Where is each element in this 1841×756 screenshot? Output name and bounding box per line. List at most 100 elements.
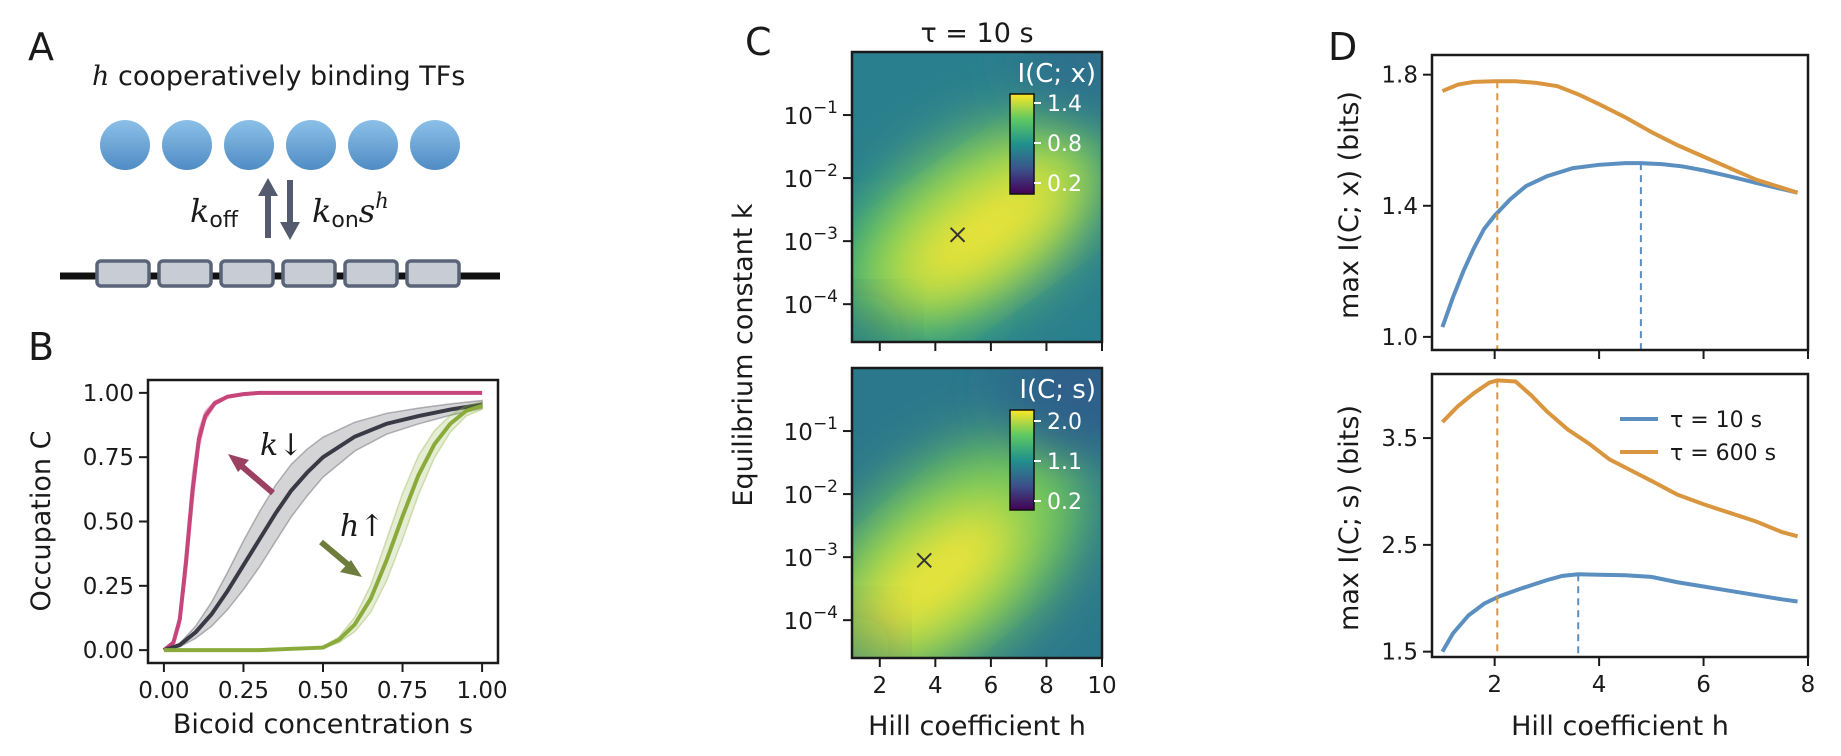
c-y-tick-label: 10−2 [784,161,838,193]
binding-arrowhead [280,222,300,240]
binding-site [343,259,399,288]
k-arrowhead [228,454,249,472]
h-arrow [319,539,354,571]
y-tick-label: 1.00 [83,381,134,407]
heatmap-bottom-frame [850,366,1104,660]
c-x-tick-label: 6 [984,673,999,699]
series-line [1440,161,1799,328]
cb-top-ticklabel-1: 1.4 [1047,92,1082,117]
x-tick-label: 0.00 [138,678,189,704]
h-arrowhead [340,560,362,577]
colorbar-bottom-title: I(C; s) [1019,375,1096,405]
tf-circles [100,120,460,170]
plot-d-bottom-ylabel: max I(C; s) (bits) [1334,405,1365,631]
binding-site [157,259,213,288]
cb-bot-ticklabel-1: 2.0 [1047,410,1082,435]
c-x-tick-label: 2 [872,673,887,699]
kon-label: konsh [312,189,389,233]
plot-b-frame [146,378,500,665]
c-x-tick-label: 10 [1087,673,1116,699]
panel-c: C τ = 10 s I(C; x) 1.4 [728,18,1117,742]
plot-b-xlabel: Bicoid concentration s [173,709,473,740]
optimum-marker [949,227,966,243]
c-y-tick-label: 10−4 [784,603,838,635]
koff-sub: off [209,208,238,233]
panel-a-title: h cooperatively binding TFs [92,61,465,92]
y-tick-label: 2.5 [1381,533,1418,559]
panel-c-ylabel: Equilibrium constant k [728,203,759,507]
k-annotation: k↓ [260,428,303,463]
c-y-tick-label: 10−1 [784,414,838,446]
tf-circle [162,120,212,170]
series-line [163,402,483,653]
tf-circle [348,120,398,170]
plot-b-ylabel: Occupation C [26,431,57,612]
y-tick-label: 0.25 [83,574,134,600]
heatmap-bottom-ridge [856,502,1020,648]
y-tick-label: 1.5 [1381,640,1418,666]
koff-label: koff [190,192,239,233]
colorbar-bottom [1009,409,1035,511]
kon-k: k [312,192,331,230]
k-arrow [236,460,275,496]
panel-letter-b: B [28,325,54,369]
panel-letter-d: D [1328,25,1357,69]
x-tick-label: 0.50 [297,678,348,704]
h-annotation: h↑ [340,509,384,544]
heatmap-top-corner [852,300,900,342]
y-tick-label: 0.50 [83,510,134,536]
cb-bot-ticklabel-3: 0.2 [1047,490,1082,515]
cb-top-ticklabel-2: 0.8 [1047,132,1082,157]
plot-d-top-frame [1430,53,1810,352]
panel-letter-a: A [28,25,54,69]
binding-sites [95,259,461,288]
binding-arrows [258,178,300,240]
x-tick-label: 1.00 [456,678,507,704]
c-x-tick-label: 8 [1039,673,1054,699]
plot-d-bottom: 1.5 2.5 3.5 2 4 6 8 [1381,378,1816,698]
kon-sub: on [331,208,358,233]
plot-d-xlabel: Hill coefficient h [1511,711,1729,742]
heatmap-bottom [852,368,1102,658]
c-x-tick-label: 4 [928,673,943,699]
y-tick-label: 1.8 [1381,63,1418,89]
series-line [163,403,483,653]
kon-s: s [359,192,375,230]
colorbar-top [1009,93,1035,195]
cb-top-ticklabel-3: 0.2 [1047,172,1082,197]
cb-bot-ticklabel-2: 1.1 [1047,450,1082,475]
series-line [1441,378,1799,539]
binding-site [281,259,337,288]
c-y-tick-label: 10−1 [784,98,838,130]
panel-d: D 1.0 1.4 1.8 1.5 2.5 3.5 2 4 6 8 max I(C; x) (b… [1328,25,1815,742]
x-tick-label: 8 [1801,672,1816,698]
y-tick-label: 3.5 [1381,426,1418,452]
panel-b: B 0.000.00 0.25 0.25 0.50 0.50 0.75 0.75 1.00 1.… [26,325,508,740]
colorbar-top-ticks: 1.4 0.8 0.2 [1034,92,1082,197]
series-line [162,390,483,652]
binding-site [95,259,151,288]
y-tick-label: 0.75 [83,445,134,471]
optimum-marker [916,552,932,568]
c-y-tick-label: 10−4 [784,287,838,319]
legend-label-tau600: τ = 600 s [1670,441,1776,466]
heatmap-top-fade [1020,52,1102,115]
panel-c-title: τ = 10 s [920,18,1033,49]
tf-circle [286,120,336,170]
tf-circle [224,120,274,170]
y-tick-label: 1.0 [1381,325,1418,351]
x-tick-label: 6 [1696,672,1711,698]
plot-d-bottom-frame [1430,372,1810,659]
series-line [1441,79,1799,195]
heatmap-top [852,52,1102,342]
panel-a: A h cooperatively binding TFs koff konsh [28,25,500,288]
kon-exp: h [375,189,389,213]
heatmap-optimum-markers [916,227,966,568]
legend-label-tau10: τ = 10 s [1670,408,1762,433]
unbinding-arrowhead [258,178,278,196]
colorbar-top-title: I(C; x) [1017,59,1096,89]
panel-letter-c: C [745,20,772,64]
plot-d-legend: τ = 10 s τ = 600 s [1620,408,1776,466]
tf-circle [100,120,150,170]
